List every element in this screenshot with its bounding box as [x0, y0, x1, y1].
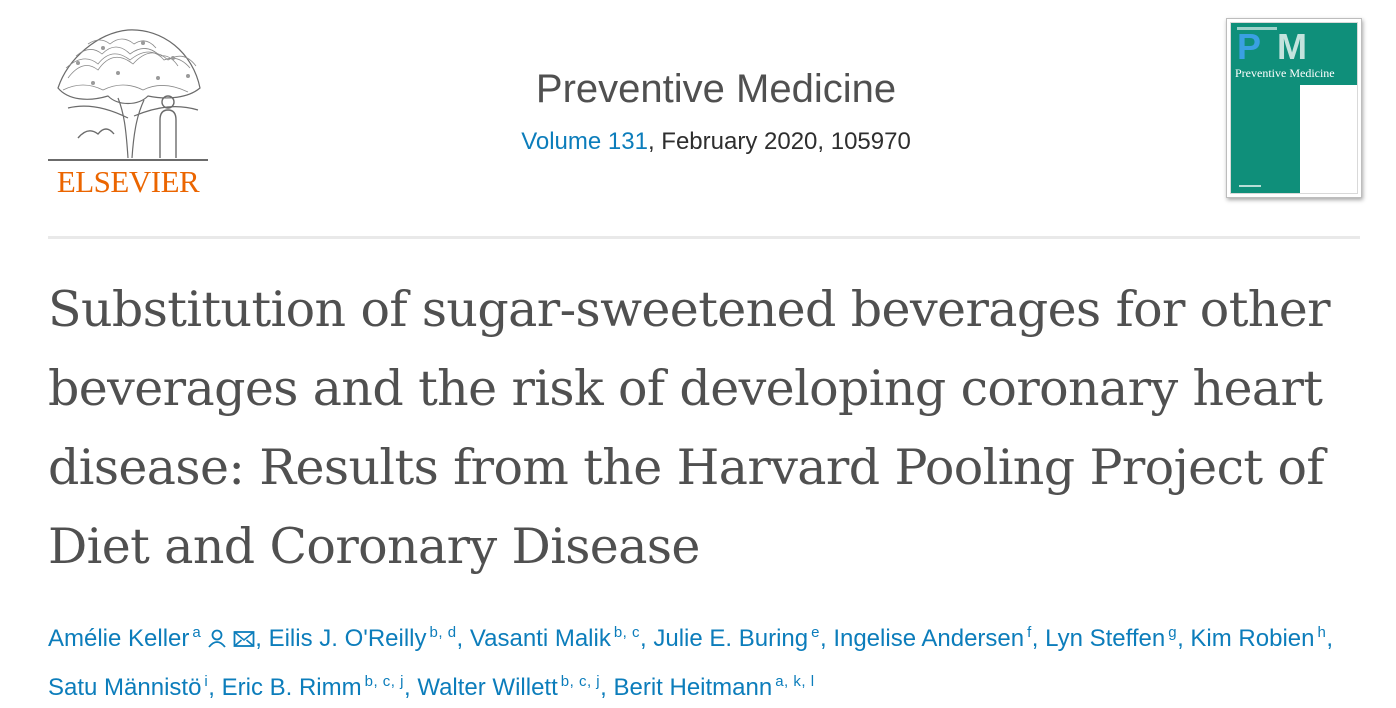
author-9[interactable]: Eric B. Rimm b, c, j	[221, 673, 404, 701]
elsevier-tree-icon	[48, 29, 208, 161]
cover-green-block	[1231, 23, 1300, 193]
publisher-name: ELSEVIER	[56, 164, 200, 199]
author-8[interactable]: Satu Männistö i	[48, 673, 209, 701]
cover-title: Preventive Medicine	[1235, 66, 1335, 80]
author-name[interactable]: Eric B. Rimm	[221, 674, 362, 701]
author-separator: ,	[456, 625, 470, 652]
cover-letter-m: M	[1277, 26, 1307, 67]
author-separator: ,	[819, 625, 834, 652]
author-name[interactable]: Kim Robien	[1190, 625, 1315, 652]
author-name[interactable]: Lyn Steffen	[1045, 625, 1166, 652]
issue-details: , February 2020, 105970	[647, 128, 911, 155]
author-affiliation[interactable]: i	[204, 673, 209, 690]
article-title: Substitution of sugar-sweetened beverage…	[48, 281, 1331, 575]
author-2[interactable]: Eilis J. O'Reilly b, d	[268, 624, 457, 652]
author-separator: ,	[255, 625, 269, 652]
author-name[interactable]: Amélie Keller	[48, 625, 190, 652]
cover-strip	[1237, 27, 1277, 30]
author-6[interactable]: Lyn Steffen g	[1045, 624, 1178, 652]
author-separator: ,	[403, 674, 418, 701]
author-affiliation[interactable]: a, k, l	[775, 673, 815, 690]
author-name[interactable]: Satu Männistö	[48, 674, 202, 701]
elsevier-logo[interactable]	[48, 18, 208, 203]
author-separator: ,	[1177, 625, 1191, 652]
issue-info: Volume 131, February 2020, 105970	[300, 128, 1132, 156]
author-10[interactable]: Walter Willett b, c, j	[417, 673, 601, 701]
author-5[interactable]: Ingelise Andersen f	[833, 624, 1032, 652]
author-separator: ,	[1031, 625, 1046, 652]
author-separator: ,	[208, 674, 222, 701]
author-affiliation[interactable]: g	[1168, 624, 1178, 641]
author-11[interactable]: Berit Heitmann a, k, l	[613, 673, 815, 701]
author-4[interactable]: Julie E. Buring e	[653, 624, 820, 652]
author-name[interactable]: Berit Heitmann	[613, 674, 773, 701]
volume-link[interactable]: Volume 131	[521, 128, 648, 155]
envelope-icon[interactable]	[233, 620, 255, 661]
author-affiliation[interactable]: b, c	[613, 624, 641, 641]
person-icon[interactable]	[207, 620, 227, 661]
author-name[interactable]: Ingelise Andersen	[833, 625, 1025, 652]
journal-cover[interactable]: P M Preventive Medicine	[1226, 18, 1362, 198]
cover-footer-mark	[1239, 185, 1261, 187]
author-list: Amélie Keller a, Eilis J. O'Reilly b, d, V…	[48, 612, 1368, 708]
author-1[interactable]: Amélie Keller a	[48, 624, 255, 652]
author-separator: ,	[640, 625, 654, 652]
cover-letter-p: P	[1237, 26, 1262, 67]
cover-green-top	[1300, 23, 1357, 85]
author-name[interactable]: Vasanti Malik	[469, 625, 611, 652]
author-name[interactable]: Julie E. Buring	[653, 625, 809, 652]
author-affiliation[interactable]: a	[192, 624, 202, 641]
author-name[interactable]: Walter Willett	[417, 674, 558, 701]
author-separator: ,	[600, 674, 614, 701]
journal-title[interactable]: Preventive Medicine	[535, 67, 897, 111]
author-7[interactable]: Kim Robien h	[1190, 624, 1327, 652]
author-affiliation[interactable]: b, d	[429, 624, 457, 641]
author-affiliation[interactable]: h	[1317, 624, 1327, 641]
header-divider	[48, 236, 1360, 239]
author-affiliation[interactable]: e	[811, 624, 820, 641]
author-affiliation[interactable]: f	[1027, 624, 1032, 641]
cover-artwork: P M Preventive Medicine	[1230, 22, 1358, 194]
author-name[interactable]: Eilis J. O'Reilly	[268, 625, 427, 652]
author-separator: ,	[1326, 625, 1333, 652]
author-3[interactable]: Vasanti Malik b, c	[469, 624, 641, 652]
author-affiliation[interactable]: b, c, j	[364, 673, 404, 690]
author-affiliation[interactable]: b, c, j	[560, 673, 601, 690]
